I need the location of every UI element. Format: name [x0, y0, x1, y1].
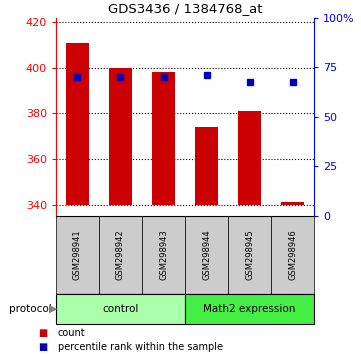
Bar [195, 127, 218, 205]
Bar [152, 72, 175, 205]
Text: ■: ■ [38, 342, 47, 352]
Bar [185, 294, 314, 324]
Title: GDS3436 / 1384768_at: GDS3436 / 1384768_at [108, 2, 262, 15]
Bar [56, 216, 99, 294]
Bar [66, 43, 89, 205]
Text: GSM298944: GSM298944 [202, 229, 211, 280]
Bar [185, 216, 228, 294]
Bar [142, 216, 185, 294]
Bar [281, 202, 304, 205]
Text: percentile rank within the sample: percentile rank within the sample [58, 342, 223, 352]
Text: GSM298946: GSM298946 [288, 229, 297, 280]
Bar [99, 216, 142, 294]
Bar [271, 216, 314, 294]
Text: GSM298943: GSM298943 [159, 229, 168, 280]
Bar [228, 216, 271, 294]
Text: ▶: ▶ [49, 304, 57, 314]
Bar [109, 68, 132, 205]
Bar [56, 294, 185, 324]
Text: count: count [58, 328, 86, 338]
Text: ■: ■ [38, 328, 47, 338]
Bar [238, 111, 261, 205]
Text: GSM298942: GSM298942 [116, 229, 125, 280]
Text: GSM298941: GSM298941 [73, 229, 82, 280]
Text: protocol: protocol [9, 304, 52, 314]
Text: control: control [102, 304, 139, 314]
Text: GSM298945: GSM298945 [245, 229, 254, 280]
Text: Math2 expression: Math2 expression [203, 304, 296, 314]
